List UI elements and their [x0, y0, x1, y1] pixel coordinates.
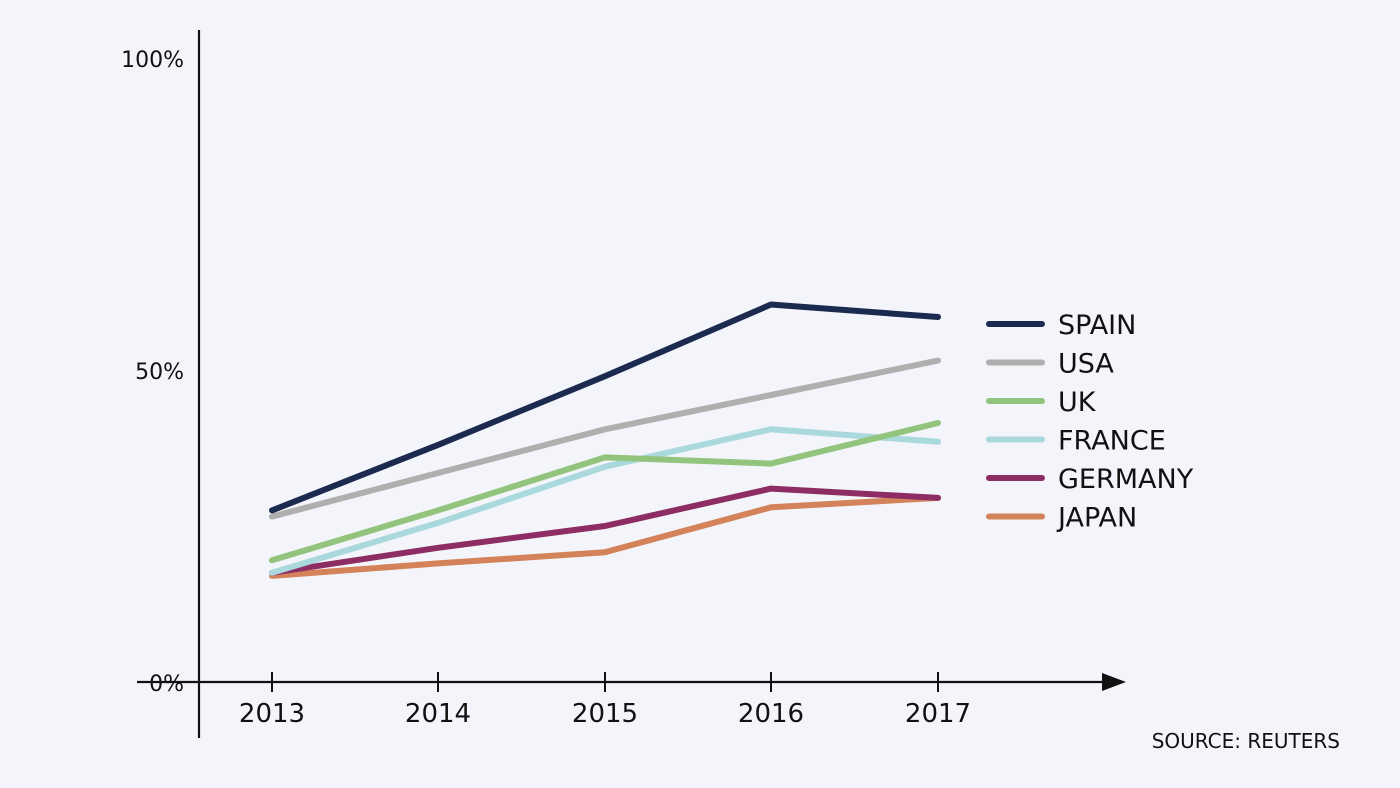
- x-axis-arrowhead: [1102, 673, 1126, 691]
- y-tick-label: 0%: [149, 672, 184, 697]
- x-tick-label: 2013: [239, 699, 305, 729]
- series-line-uk: [269, 420, 941, 564]
- axes: [137, 30, 1126, 738]
- legend-label: SPAIN: [1058, 310, 1136, 341]
- series-line-germany: [269, 485, 941, 576]
- x-ticks: 2013 2014 2015 2016 2017: [239, 672, 971, 729]
- x-tick-label: 2014: [405, 699, 471, 729]
- legend-item-uk: UK: [986, 387, 1097, 418]
- y-tick-label: 50%: [135, 360, 184, 385]
- x-tick-label: 2017: [905, 699, 971, 729]
- x-tick-label: 2016: [738, 699, 804, 729]
- series-line-france: [269, 426, 941, 576]
- legend-label: UK: [1058, 387, 1097, 418]
- legend-item-usa: USA: [986, 349, 1114, 380]
- legend-label: GERMANY: [1058, 464, 1194, 495]
- y-ticks: 0% 50% 100%: [121, 48, 184, 697]
- x-tick-label: 2015: [572, 699, 638, 729]
- legend-label: JAPAN: [1056, 503, 1137, 534]
- legend-item-france: FRANCE: [986, 426, 1166, 457]
- series-line-spain: [269, 301, 941, 514]
- legend-label: USA: [1058, 349, 1114, 380]
- series-line-usa: [269, 357, 941, 520]
- legend-item-spain: SPAIN: [986, 310, 1136, 341]
- legend-item-japan: JAPAN: [986, 503, 1137, 534]
- series-lines: [269, 301, 941, 579]
- legend-label: FRANCE: [1058, 426, 1166, 457]
- series-line-japan: [269, 494, 941, 579]
- legend: SPAIN USA UK FRANCE GERMANY JAPAN: [986, 310, 1194, 534]
- y-tick-label: 100%: [121, 48, 184, 73]
- legend-item-germany: GERMANY: [986, 464, 1194, 495]
- source-label: SOURCE: REUTERS: [1152, 729, 1340, 753]
